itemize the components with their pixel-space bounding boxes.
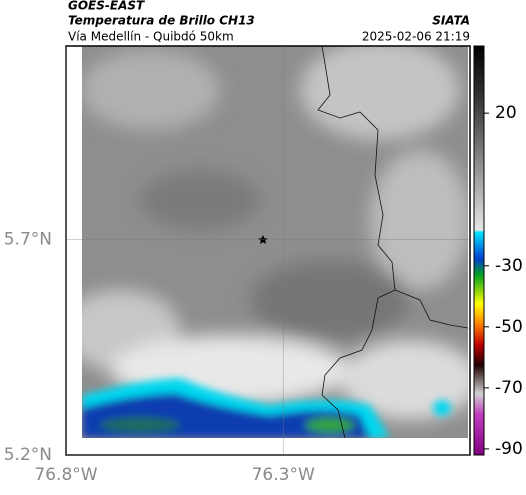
colorbar: [473, 45, 485, 456]
route: Vía Medellín - Quibdó 50km: [68, 30, 234, 44]
colorbar-tick-label: -70: [495, 378, 523, 398]
y-tick-label: 5.2°N: [4, 445, 52, 465]
timestamp: 2025-02-06 21:19: [362, 30, 470, 44]
colorbar-tick-label: -90: [495, 439, 523, 459]
x-tick-label: 76.8°W: [34, 465, 97, 485]
colorbar-tick-label: -30: [495, 256, 523, 276]
y-tick-label: 5.7°N: [4, 230, 52, 250]
colorbar-tick-label: 20: [495, 103, 517, 123]
subtitle: Temperatura de Brillo CH13: [68, 14, 255, 28]
colorbar-tick-label: -50: [495, 317, 523, 337]
x-tick-label: 76.3°W: [252, 465, 315, 485]
title: GOES-EAST: [68, 0, 145, 13]
satellite-image: [82, 46, 468, 438]
source: SIATA: [432, 14, 470, 28]
